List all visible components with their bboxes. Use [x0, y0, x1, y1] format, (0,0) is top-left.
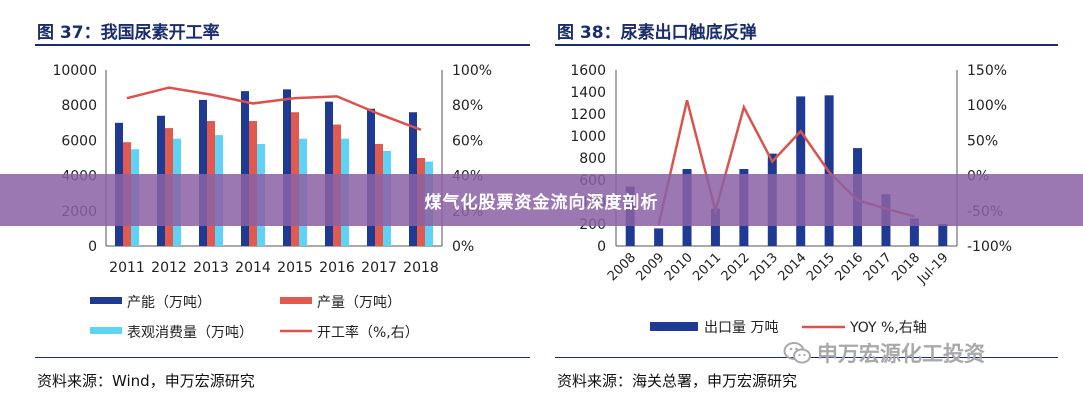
bar — [938, 224, 948, 246]
title-rule — [555, 44, 1058, 46]
y-tick-label: 800 — [579, 151, 606, 167]
y2-tick-label: 100% — [452, 63, 492, 79]
bar — [796, 96, 806, 247]
x-tick-label: 2011 — [690, 250, 724, 284]
legend-label: YOY %,右轴 — [849, 320, 927, 336]
x-tick-label: 2015 — [277, 260, 313, 276]
bar — [325, 101, 333, 247]
x-tick-label: 2016 — [832, 250, 866, 284]
x-tick-label: 2013 — [747, 250, 781, 284]
y-tick-label: 8000 — [61, 98, 97, 114]
x-tick-label: 2012 — [151, 260, 187, 276]
x-tick-label: 2008 — [605, 250, 639, 284]
chart-title: 图 38：尿素出口触底反弹 — [557, 23, 757, 43]
chart-title: 图 37：我国尿素开工率 — [37, 23, 220, 43]
y2-tick-label: 150% — [967, 63, 1007, 79]
y2-tick-label: 60% — [452, 133, 483, 149]
x-tick-label: 2010 — [662, 250, 696, 284]
overlay-banner: 煤气化股票资金流向深度剖析 — [0, 174, 1083, 226]
banner-title: 煤气化股票资金流向深度剖析 — [424, 192, 659, 213]
y2-tick-label: 0% — [452, 239, 474, 255]
x-tick-label: 2017 — [861, 250, 895, 284]
legend-swatch — [90, 327, 122, 334]
y2-tick-label: -100% — [967, 239, 1012, 255]
y-tick-label: 6000 — [61, 133, 97, 149]
x-tick-label: 2009 — [633, 250, 667, 284]
bar — [241, 91, 249, 247]
y2-tick-label: 50% — [967, 133, 998, 149]
legend-swatch — [280, 297, 312, 304]
y-tick-label: 1000 — [570, 129, 606, 145]
x-tick-label: 2014 — [776, 250, 810, 284]
legend-label: 产能（万吨） — [127, 295, 211, 311]
y-tick-label: 0 — [597, 239, 606, 255]
watermark-text: 申万宏源化工投资 — [817, 342, 985, 366]
watermark: 申万宏源化工投资 — [783, 338, 985, 368]
bar — [654, 228, 664, 246]
source-note: 资料来源：海关总署，申万宏源研究 — [557, 372, 798, 390]
title-rule — [35, 44, 530, 46]
y-tick-label: 1400 — [570, 85, 606, 101]
x-tick-label: 2018 — [403, 260, 439, 276]
y-tick-label: 1200 — [570, 107, 606, 123]
bar — [710, 208, 720, 246]
x-tick-label: 2012 — [719, 250, 753, 284]
legend-label: 开工率（%,右） — [317, 324, 419, 341]
x-tick-label: Jul-19 — [914, 250, 951, 287]
legend-swatch — [90, 297, 122, 304]
line-series-operating-rate — [126, 86, 422, 132]
y-tick-label: 0 — [88, 239, 97, 255]
wechat-icon — [783, 342, 811, 364]
legend-swatch — [650, 322, 698, 331]
y-tick-label: 10000 — [52, 63, 97, 79]
source-note: 资料来源：Wind，申万宏源研究 — [37, 372, 255, 390]
x-tick-label: 2017 — [361, 260, 397, 276]
x-tick-label: 2016 — [319, 260, 355, 276]
legend-label: 表观消费量（万吨） — [127, 325, 253, 341]
x-tick-label: 2013 — [193, 260, 229, 276]
source-rule — [35, 357, 530, 358]
y2-tick-label: 80% — [452, 98, 483, 114]
bar — [199, 99, 207, 246]
x-tick-label: 2014 — [235, 260, 271, 276]
x-tick-label: 2015 — [804, 250, 838, 284]
bar — [283, 89, 291, 246]
y-tick-label: 1600 — [570, 63, 606, 79]
legend-label: 出口量 万吨 — [704, 320, 778, 336]
y2-tick-label: 100% — [967, 98, 1007, 114]
bar — [909, 218, 919, 246]
x-tick-label: 2011 — [109, 260, 145, 276]
chart-panel-urea-export: 图 38：尿素出口触底反弹 02004006008001000120014001… — [540, 0, 1083, 400]
legend-label: 产量（万吨） — [317, 295, 401, 311]
